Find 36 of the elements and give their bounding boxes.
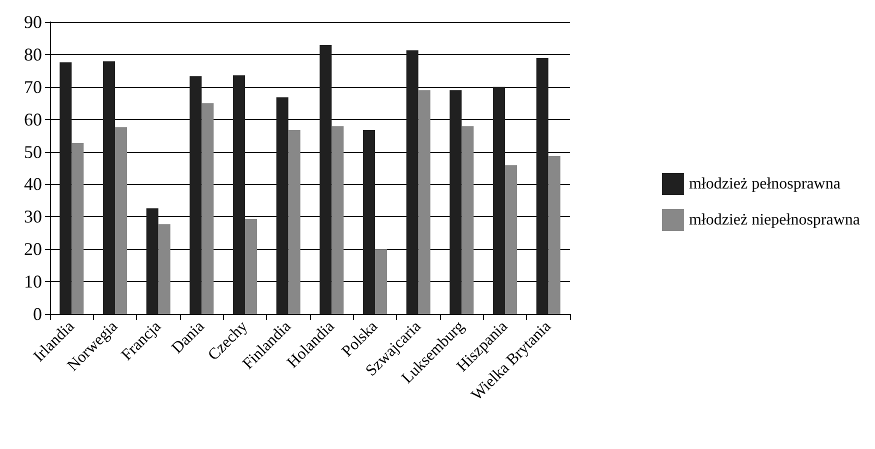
bar bbox=[332, 126, 344, 314]
bar bbox=[103, 61, 115, 314]
bar bbox=[406, 50, 418, 314]
bar bbox=[190, 76, 202, 314]
bar bbox=[202, 103, 214, 314]
y-tick-label: 90 bbox=[24, 12, 42, 32]
bar bbox=[60, 62, 72, 314]
y-tick-label: 20 bbox=[24, 239, 42, 260]
legend-label: młodzież niepełnosprawna bbox=[688, 212, 860, 228]
bar bbox=[115, 127, 127, 314]
bar bbox=[548, 156, 560, 314]
y-tick-label: 60 bbox=[24, 109, 42, 130]
bar bbox=[146, 208, 158, 314]
bar bbox=[505, 165, 517, 314]
bar bbox=[72, 143, 84, 314]
y-tick-label: 30 bbox=[24, 206, 42, 227]
bar bbox=[418, 90, 430, 314]
bar bbox=[450, 90, 462, 314]
bar bbox=[462, 126, 474, 314]
legend-label: młodzież pełnosprawna bbox=[688, 176, 840, 192]
y-tick-label: 0 bbox=[33, 304, 42, 324]
y-tick-label: 10 bbox=[24, 272, 42, 292]
bar bbox=[276, 97, 288, 314]
bar bbox=[375, 249, 387, 314]
y-tick-label: 50 bbox=[24, 142, 42, 162]
bar bbox=[536, 58, 548, 314]
y-tick-label: 40 bbox=[24, 174, 42, 194]
bar bbox=[245, 218, 257, 314]
bar bbox=[493, 86, 505, 314]
y-tick-label: 70 bbox=[24, 76, 42, 97]
y-tick-label: 80 bbox=[24, 44, 42, 64]
bar bbox=[158, 224, 170, 314]
bar bbox=[363, 130, 375, 314]
bar bbox=[320, 45, 332, 314]
bar bbox=[233, 75, 245, 314]
bar bbox=[288, 130, 300, 314]
